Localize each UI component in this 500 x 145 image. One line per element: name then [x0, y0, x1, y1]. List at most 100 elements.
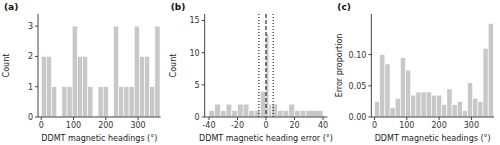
- bar: [306, 111, 323, 117]
- x-tick: [208, 117, 209, 120]
- y-axis-line: [204, 14, 205, 117]
- y-tick: [368, 54, 371, 55]
- bar: [220, 111, 226, 117]
- bar: [145, 56, 150, 117]
- bar: [426, 92, 431, 117]
- x-tick-label: 0: [39, 121, 44, 130]
- x-axis-label: DDMT magnetic heading error (°): [199, 134, 333, 143]
- panel-label: (b): [171, 2, 186, 12]
- y-tick-label: 0: [195, 113, 200, 122]
- x-tick: [73, 117, 74, 120]
- y-tick: [35, 26, 38, 27]
- x-tick: [138, 117, 139, 120]
- bar: [72, 26, 77, 117]
- bar: [103, 87, 108, 117]
- bar: [129, 87, 134, 117]
- bar: [385, 64, 390, 117]
- plot-area: [41, 26, 160, 117]
- bar: [390, 108, 395, 117]
- reference-line: [258, 14, 259, 117]
- y-tick-label: 2: [28, 52, 33, 61]
- bar: [395, 98, 400, 117]
- bar: [488, 23, 493, 117]
- bar: [442, 105, 447, 117]
- y-tick-label: 0.00: [349, 113, 367, 122]
- bar: [272, 104, 278, 117]
- x-tick-label: 200: [98, 121, 113, 130]
- x-tick-label: 100: [66, 121, 81, 130]
- x-tick-label: 300: [130, 121, 145, 130]
- bar: [462, 111, 467, 117]
- bar: [119, 87, 124, 117]
- bar: [67, 87, 72, 117]
- bar: [289, 104, 295, 117]
- bar: [255, 111, 261, 117]
- bar: [62, 87, 67, 117]
- y-tick: [202, 84, 205, 85]
- bar: [473, 98, 478, 117]
- bar: [155, 26, 160, 117]
- x-axis-label: DDMT magnetic headings (°): [375, 134, 491, 143]
- bar: [400, 58, 405, 117]
- bar: [406, 70, 411, 117]
- bar: [447, 89, 452, 117]
- bar: [380, 55, 385, 117]
- panel-label: (c): [337, 2, 351, 12]
- bar: [478, 101, 483, 117]
- bar: [150, 87, 155, 117]
- bar: [83, 56, 88, 117]
- bar: [483, 48, 488, 117]
- y-tick-label: 0.10: [349, 51, 367, 60]
- x-tick: [41, 117, 42, 120]
- bar: [283, 111, 289, 117]
- x-tick: [439, 117, 440, 120]
- x-axis-label: DDMT magnetic headings (°): [41, 134, 157, 143]
- x-axis-line: [371, 117, 494, 118]
- bar: [452, 105, 457, 117]
- bar: [88, 87, 93, 117]
- bar: [46, 56, 51, 117]
- bar: [468, 83, 473, 117]
- bar: [421, 92, 426, 117]
- panel: 01002003000123DDMT magnetic headings (°)…: [2, 2, 161, 143]
- x-tick: [471, 117, 472, 120]
- x-tick: [294, 117, 295, 120]
- bar: [226, 104, 232, 117]
- bar: [124, 87, 129, 117]
- bar: [134, 26, 139, 117]
- bar: [41, 56, 46, 117]
- bar: [431, 95, 436, 117]
- x-tick: [266, 117, 267, 120]
- bar: [237, 104, 243, 117]
- x-tick-label: 20: [289, 121, 299, 130]
- x-tick-label: 200: [431, 121, 446, 130]
- bar: [375, 101, 380, 117]
- y-axis-label: Count: [2, 54, 11, 78]
- x-tick: [237, 117, 238, 120]
- x-tick: [374, 117, 375, 120]
- bar: [249, 111, 255, 117]
- bar: [209, 111, 215, 117]
- bar: [416, 92, 421, 117]
- y-tick: [35, 117, 38, 118]
- bar: [52, 87, 57, 117]
- x-tick-label: -40: [202, 121, 215, 130]
- y-tick-label: 10: [189, 49, 199, 58]
- x-tick-label: 40: [318, 121, 328, 130]
- bar: [411, 95, 416, 117]
- x-tick-label: 0: [372, 121, 377, 130]
- panel: -40-2002040051015DDMT magnetic heading e…: [169, 2, 333, 143]
- y-tick: [202, 52, 205, 53]
- bar: [437, 95, 442, 117]
- y-tick: [202, 20, 205, 21]
- y-tick: [202, 117, 205, 118]
- reference-line: [273, 14, 274, 117]
- bar: [295, 111, 301, 117]
- y-tick-label: 5: [195, 81, 200, 90]
- bar: [277, 111, 283, 117]
- x-tick: [323, 117, 324, 120]
- bar: [114, 26, 119, 117]
- y-tick-label: 3: [28, 22, 33, 31]
- y-tick: [35, 56, 38, 57]
- x-tick-label: 0: [263, 121, 268, 130]
